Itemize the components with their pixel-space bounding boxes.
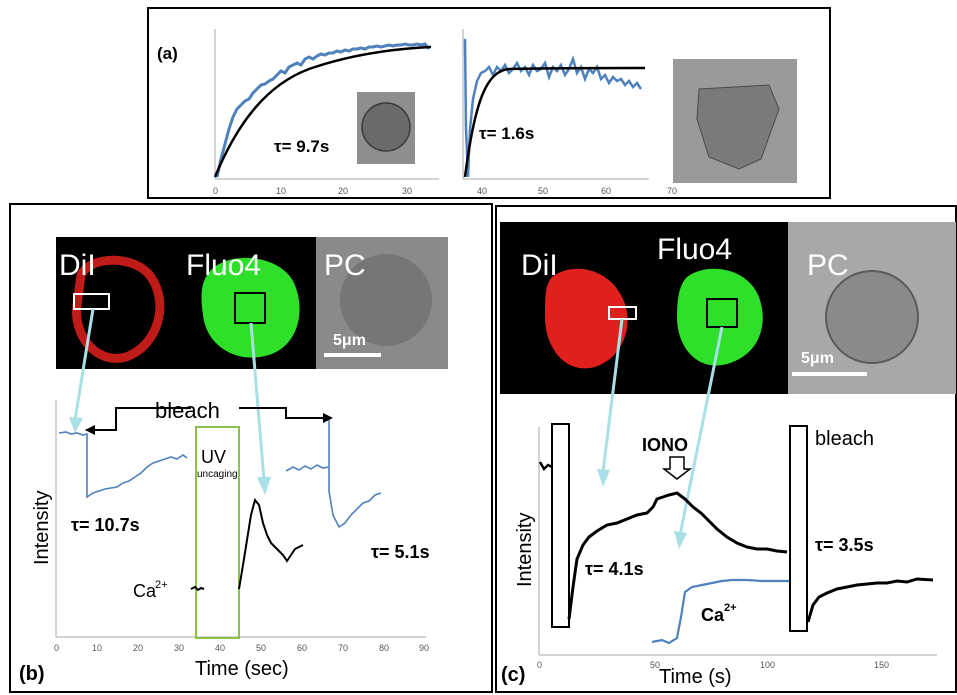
panel-c-ca-label: Ca <box>701 605 725 625</box>
panel-c-xlabel: Time (s) <box>659 666 732 688</box>
panel-c-tick: 50 <box>650 660 660 670</box>
panel-b-trace-ca <box>238 497 304 590</box>
panel-c-label: (c) <box>501 664 525 686</box>
panel-b-chart: DiI Fluo4 PC 5μm bleach UV uncaging τ= 1… <box>19 237 448 685</box>
panel-c-chart: DiI Fluo4 PC 5μm bleach IONO τ= 4.1s τ= … <box>500 222 956 688</box>
panel-b-tick: 70 <box>338 643 348 653</box>
panel-c-label-fluo4: Fluo4 <box>657 233 732 266</box>
panel-b-tick: 30 <box>174 643 184 653</box>
panel-c-label-pc: PC <box>807 249 849 282</box>
panel-c-trace-dil-2 <box>806 577 934 623</box>
panel-a-fit-right <box>463 66 646 178</box>
panel-c-bleach-box-2 <box>789 425 808 632</box>
panel-c-label-dil: DiI <box>521 249 558 282</box>
panel-a-chart: (a) τ= 9.7s τ= 1.6s 0 10 20 30 40 50 60 … <box>157 29 797 196</box>
panel-a-trace-right <box>463 38 643 178</box>
panel-a-tick: 60 <box>601 186 611 196</box>
panel-c-trace-pre <box>538 461 553 472</box>
panel-c-scale-label: 5μm <box>801 350 834 367</box>
panel-a-tick: 20 <box>338 186 348 196</box>
panel-c-dil-roi <box>608 306 637 320</box>
panel-c-tau-right: τ= 3.5s <box>815 535 874 555</box>
panel-a-fit-left <box>213 45 432 178</box>
panel-a-tau-right: τ= 1.6s <box>479 124 534 143</box>
panel-b-trace-ca-pre <box>190 585 205 592</box>
panel-a-cell <box>361 102 411 152</box>
panel-b-uv-sub: uncaging <box>197 469 238 480</box>
panel-a-cell-large <box>696 84 780 170</box>
panel-c-bleach-label: bleach <box>815 428 874 450</box>
panel-c-iono-label: IONO <box>642 435 688 455</box>
panel-b-xlabel: Time (sec) <box>195 658 289 680</box>
panel-b-uv-box <box>195 426 240 639</box>
panel-a-label: (a) <box>157 44 178 63</box>
panel-b: DiI Fluo4 PC 5μm bleach UV uncaging τ= 1… <box>9 203 493 693</box>
panel-b-bleach-label: bleach <box>155 398 220 423</box>
panel-c-ylabel: Intensity <box>514 513 536 587</box>
panel-b-uv-label: UV <box>201 447 226 467</box>
panel-b-label: (b) <box>19 663 45 685</box>
panel-b-tick: 0 <box>54 643 59 653</box>
panel-c-iono-arrow <box>661 456 693 480</box>
panel-a-tick: 40 <box>477 186 487 196</box>
panel-b-label-dil: DiI <box>59 249 96 282</box>
panel-b-label-pc: PC <box>324 249 366 282</box>
panel-a: (a) τ= 9.7s τ= 1.6s 0 10 20 30 40 50 60 … <box>147 7 831 199</box>
panel-a-trace-left <box>215 42 431 178</box>
panel-b-tau-right: τ= 5.1s <box>371 542 430 562</box>
panel-a-tick: 50 <box>538 186 548 196</box>
panel-c-dil-cell <box>545 268 628 369</box>
panel-c-tick: 150 <box>874 660 889 670</box>
panel-b-scale-label: 5μm <box>333 332 366 349</box>
panel-b-ylabel: Intensity <box>31 491 53 565</box>
panel-b-ca-label: Ca <box>133 581 157 601</box>
panel-a-tick: 0 <box>213 186 218 196</box>
panel-c-trace-dil <box>567 491 788 620</box>
panel-b-trace-dil-1 <box>58 431 188 499</box>
panel-c-bleach-box-1 <box>551 423 570 628</box>
panel-b-tick: 80 <box>379 643 389 653</box>
panel-b-tick: 90 <box>419 643 429 653</box>
panel-c-tau-left: τ= 4.1s <box>585 559 644 579</box>
panel-c-tick: 0 <box>537 660 542 670</box>
panel-b-bleach-bracket-left <box>86 407 191 431</box>
panel-a-tick: 10 <box>276 186 286 196</box>
panel-b-arrow-dil <box>73 308 95 421</box>
panel-c-trace-ca <box>651 578 789 645</box>
panel-b-ca-sup: 2+ <box>155 579 168 591</box>
panel-b-tau-left: τ= 10.7s <box>71 515 140 535</box>
panel-b-dil-cell <box>72 255 165 363</box>
panel-a-tick: 70 <box>667 186 677 196</box>
panel-b-fluo4-cell <box>201 257 300 358</box>
panel-c-ca-sup: 2+ <box>724 602 737 614</box>
panel-a-tick: 30 <box>402 186 412 196</box>
panel-b-tick: 60 <box>297 643 307 653</box>
panel-c-arrow-dil <box>601 318 624 473</box>
panel-b-tick: 20 <box>133 643 143 653</box>
panel-a-tau-left: τ= 9.7s <box>274 137 329 156</box>
panel-b-bleach-bracket-right <box>239 407 326 419</box>
panel-b-trace-dil-2 <box>285 420 382 529</box>
panel-c-fluo4-cell <box>677 268 763 366</box>
panel-b-tick: 10 <box>92 643 102 653</box>
panel-c-tick: 100 <box>760 660 775 670</box>
panel-b-fluo4-roi <box>234 292 266 324</box>
panel-b-arrow-fluo4 <box>249 322 266 481</box>
panel-c: DiI Fluo4 PC 5μm bleach IONO τ= 4.1s τ= … <box>495 205 957 693</box>
panel-b-tick: 50 <box>256 643 266 653</box>
panel-b-label-fluo4: Fluo4 <box>186 249 261 282</box>
panel-b-tick: 40 <box>215 643 225 653</box>
